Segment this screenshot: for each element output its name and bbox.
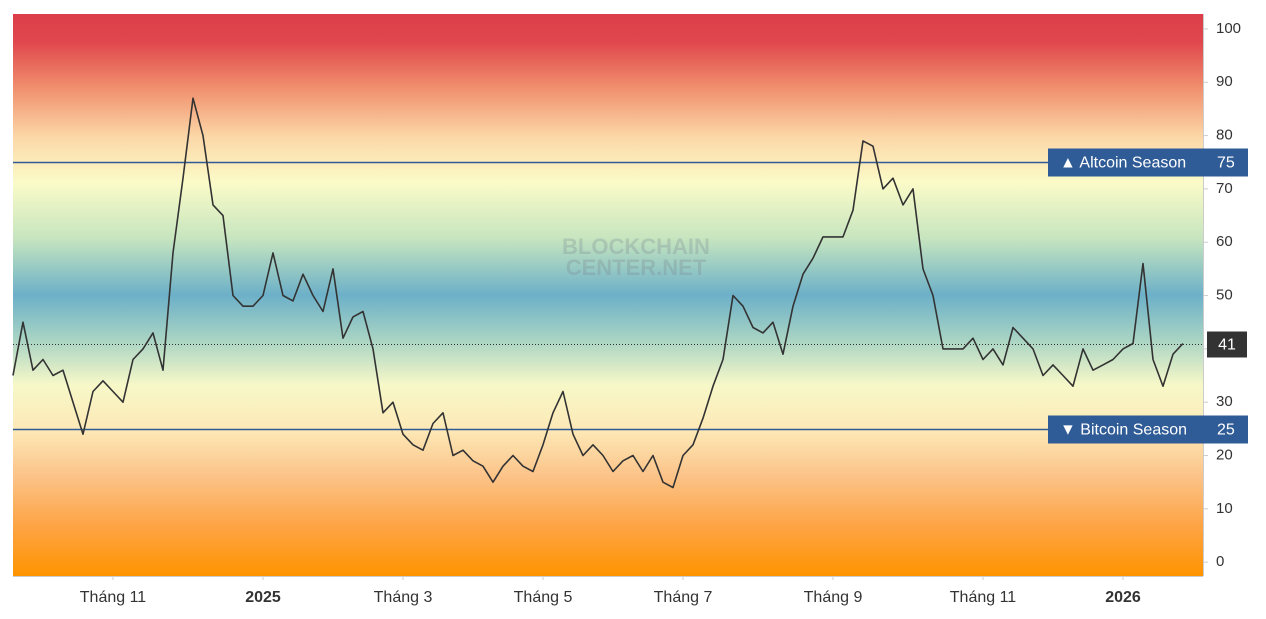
- y-tick-label: 10: [1216, 500, 1233, 517]
- plot-background: [13, 14, 1203, 576]
- y-tick-label: 60: [1216, 233, 1233, 250]
- x-tick-label: Tháng 11: [950, 589, 1017, 606]
- x-tick-label: 2026: [1105, 589, 1141, 606]
- reference-value: 75: [1217, 155, 1235, 172]
- data-line: [12, 97, 1184, 489]
- x-tick-label: Tháng 7: [654, 589, 713, 606]
- x-tick-label: 2025: [245, 589, 281, 606]
- reference-value: 25: [1217, 422, 1235, 439]
- y-tick-label: 30: [1216, 393, 1233, 410]
- reference-label: ▼ Bitcoin Season: [1060, 422, 1187, 439]
- y-tick-label: 50: [1216, 287, 1233, 304]
- watermark-text: BLOCKCHAIN: [562, 234, 710, 259]
- reference-label-box: [1048, 415, 1248, 444]
- x-tick-label: Tháng 5: [514, 589, 573, 606]
- current-value-label: 41: [1218, 337, 1236, 354]
- y-tick-label: 80: [1216, 127, 1233, 144]
- x-tick-label: Tháng 3: [374, 589, 433, 606]
- reference-label: ▲ Altcoin Season: [1060, 155, 1186, 172]
- y-tick-label: 90: [1216, 73, 1233, 90]
- x-tick-label: Tháng 9: [804, 589, 863, 606]
- x-tick-label: Tháng 11: [80, 589, 147, 606]
- y-tick-label: 20: [1216, 446, 1233, 463]
- y-tick-label: 0: [1216, 553, 1224, 570]
- watermark-text: CENTER.NET: [566, 255, 707, 280]
- current-value-box: [1207, 331, 1247, 358]
- y-tick-label: 100: [1216, 20, 1241, 37]
- reference-label-box: [1048, 148, 1248, 177]
- y-tick-label: 70: [1216, 180, 1233, 197]
